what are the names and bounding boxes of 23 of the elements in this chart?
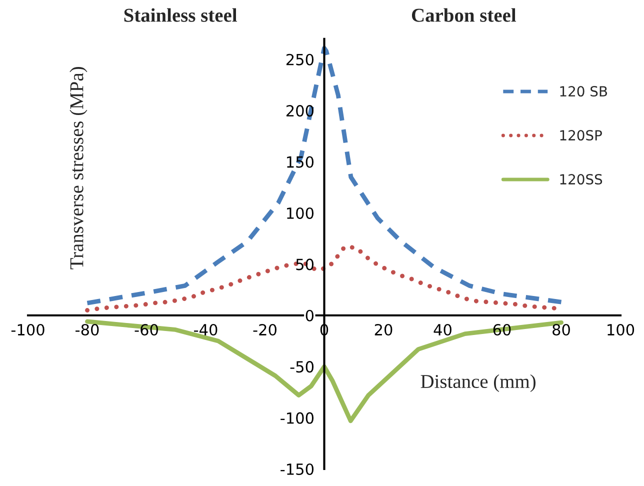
x-axis-title: Distance (mm) [420, 374, 536, 392]
text: Carbon steel [412, 8, 516, 22]
x-tick-label: 80 [552, 324, 570, 336]
y-axis-title: Transverse stresses (MPa) [70, 67, 88, 270]
y-tick-label: 150 [287, 156, 314, 168]
y-tick-label: 0 [306, 310, 314, 322]
x-tick-label: 40 [434, 324, 452, 336]
y-tick-label: 50 [296, 258, 314, 270]
x-tick-label: -20 [253, 324, 276, 336]
x-tick-label: 20 [374, 324, 392, 336]
y-tick-label: 100 [287, 207, 314, 219]
y-tick-label: 250 [286, 54, 314, 66]
y-tick-label: -50 [290, 361, 314, 373]
y-tick-label: -100 [280, 412, 314, 424]
legend-label: 120 SB [560, 86, 608, 97]
x-tick-label: -80 [76, 324, 99, 336]
legend-label: 120SP [560, 130, 602, 141]
legend-label: 120SS [560, 174, 602, 185]
x-tick-label: -40 [194, 324, 218, 336]
text: Stainless steel [124, 8, 237, 22]
x-tick-label: -100 [11, 324, 44, 336]
y-tick-label: -150 [280, 463, 314, 476]
x-tick-label: 100 [608, 324, 634, 336]
